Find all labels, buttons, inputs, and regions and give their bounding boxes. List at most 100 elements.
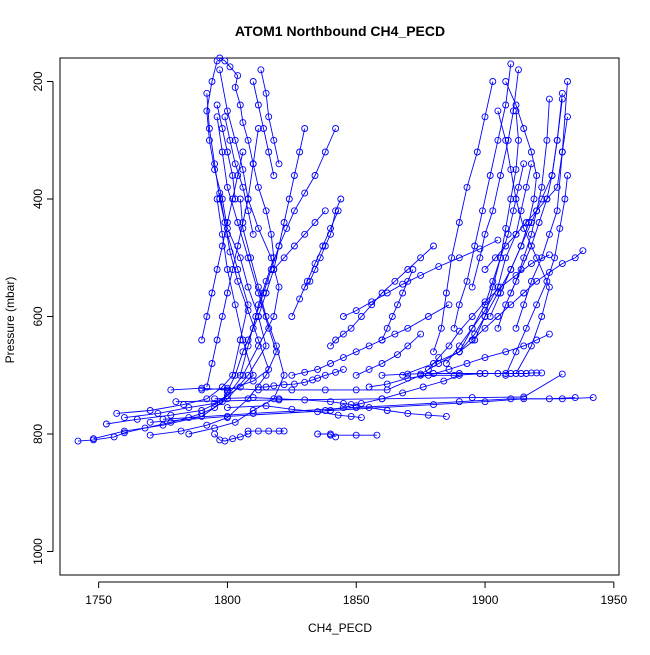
data-point [239,166,247,174]
data-point [417,271,425,279]
data-point [352,371,360,379]
data-point [211,399,219,407]
profile-line [214,433,249,442]
profile-line [304,198,342,288]
data-point [236,195,244,203]
data-point [468,313,476,320]
profile-line [291,304,450,376]
data-point [543,195,551,203]
data-point [218,313,226,320]
data-point [442,360,450,367]
data-point [378,395,386,403]
data-point [476,254,484,262]
profile-line [515,81,568,329]
data-point [275,242,283,250]
data-point [527,369,535,377]
data-point [489,78,497,85]
data-point [272,342,280,350]
data-point [455,370,463,377]
data-point [486,172,494,179]
data-point [339,313,347,320]
data-point [265,113,273,121]
data-point [254,383,262,391]
data-point [319,242,327,250]
data-point [473,148,481,156]
data-point [280,254,288,262]
y-axis-label: Pressure (mbar) [3,277,17,364]
data-point [507,395,515,403]
data-point [239,219,247,226]
data-point [391,277,399,285]
profile-line [471,69,519,288]
data-point [296,148,304,156]
data-point [262,313,270,320]
data-point [244,136,252,144]
data-point [357,313,365,320]
data-point [502,101,510,109]
data-point [311,219,319,226]
data-point [120,427,128,435]
data-point [455,348,463,356]
data-point [352,348,360,356]
profile-4 [113,89,252,417]
data-point [533,207,541,215]
data-point [455,398,463,406]
data-point [445,301,453,309]
profile-line [201,151,244,341]
data-point [533,336,541,344]
data-point [301,368,309,376]
profile-10 [211,394,450,420]
profile-line [420,110,519,375]
y-tick-label: 800 [31,424,45,444]
data-point [404,324,412,332]
data-point [494,236,502,244]
data-point [481,230,489,238]
data-point [368,298,376,306]
data-point [512,166,520,174]
data-point [502,254,510,262]
data-point [327,342,334,350]
data-point [437,324,445,332]
data-point [424,313,432,320]
data-point [545,330,553,338]
data-point [231,136,239,144]
data-point [321,371,329,379]
data-point [517,207,525,215]
data-point [239,148,247,156]
data-point [221,113,229,121]
data-point [198,336,206,344]
data-point [236,383,244,391]
data-point [290,207,298,215]
profile-53 [221,113,257,238]
data-point [339,399,347,407]
profile-line [381,269,414,341]
data-point [504,136,512,144]
profile-line [162,397,594,420]
data-point [471,330,479,338]
data-point [445,365,453,373]
profile-40 [450,60,515,332]
data-point [435,263,443,271]
data-point [221,219,229,226]
data-point [208,360,216,367]
data-point [520,301,528,309]
data-point [211,160,219,168]
data-point [265,427,273,435]
profile-line [106,69,280,425]
data-point [249,78,257,85]
data-point [515,136,522,144]
data-point [332,433,340,441]
data-point [533,369,541,377]
data-point [249,377,257,385]
profile-line [458,163,532,353]
y-tick-label: 200 [31,71,45,91]
data-point [494,136,502,144]
data-point [257,66,265,74]
data-point [236,433,244,441]
data-point [332,336,340,344]
data-point [494,313,502,320]
data-point [347,324,355,332]
profile-line [510,99,563,294]
profile-line [317,433,336,438]
